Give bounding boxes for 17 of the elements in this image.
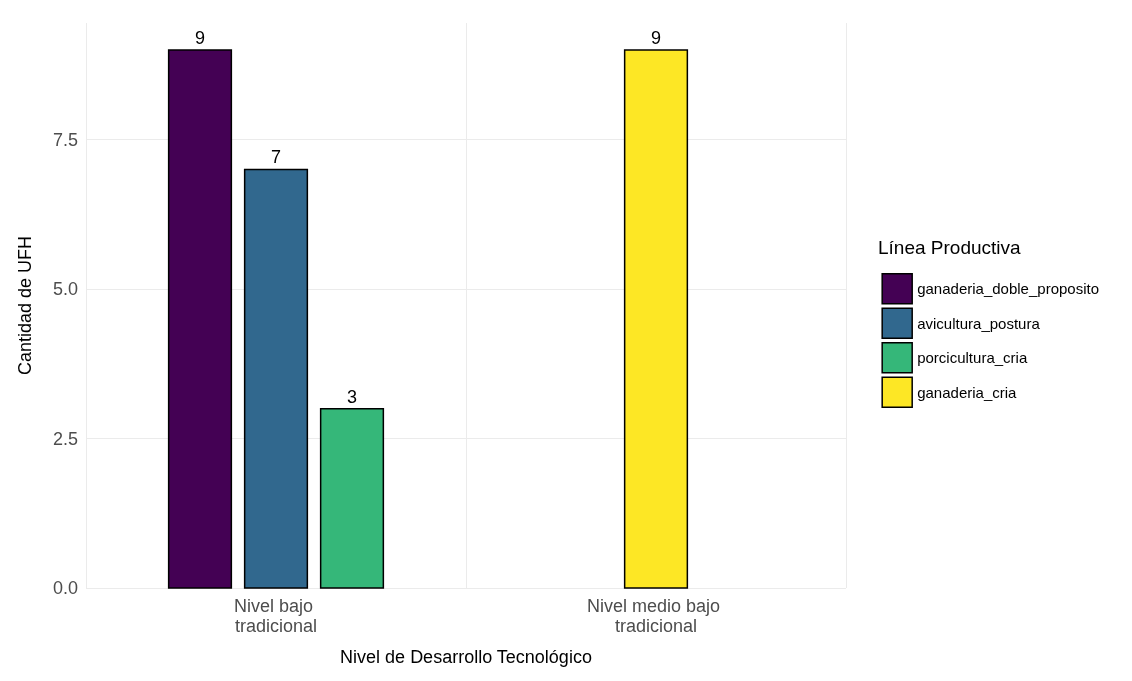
y-tick-label: 2.5 (52, 428, 78, 449)
legend-label: ganaderia_doble_proposito (917, 280, 1100, 298)
y-axis-title: Cantidad de UFH (15, 235, 35, 376)
legend-label: porcicultura_cria (917, 349, 1028, 367)
y-tick-label: 7.5 (52, 129, 78, 150)
x-tick-label: Nivel bajo tradicional (233, 596, 319, 636)
data-label: 7 (270, 147, 282, 168)
data-label: 3 (346, 386, 358, 407)
x-tick-label: Nivel medio bajo tradicional (586, 596, 726, 636)
x-axis-title: Nivel de Desarrollo Tecnológico (340, 647, 592, 667)
data-label: 9 (650, 27, 662, 48)
y-tick-label: 5.0 (52, 279, 78, 300)
y-tick-label: 0.0 (52, 578, 78, 598)
legend-label: ganaderia_cria (917, 383, 1018, 401)
legend-title: Línea Productiva (878, 237, 1022, 258)
legend-label: avicultura_postura (917, 314, 1041, 332)
data-label: 9 (194, 27, 206, 48)
